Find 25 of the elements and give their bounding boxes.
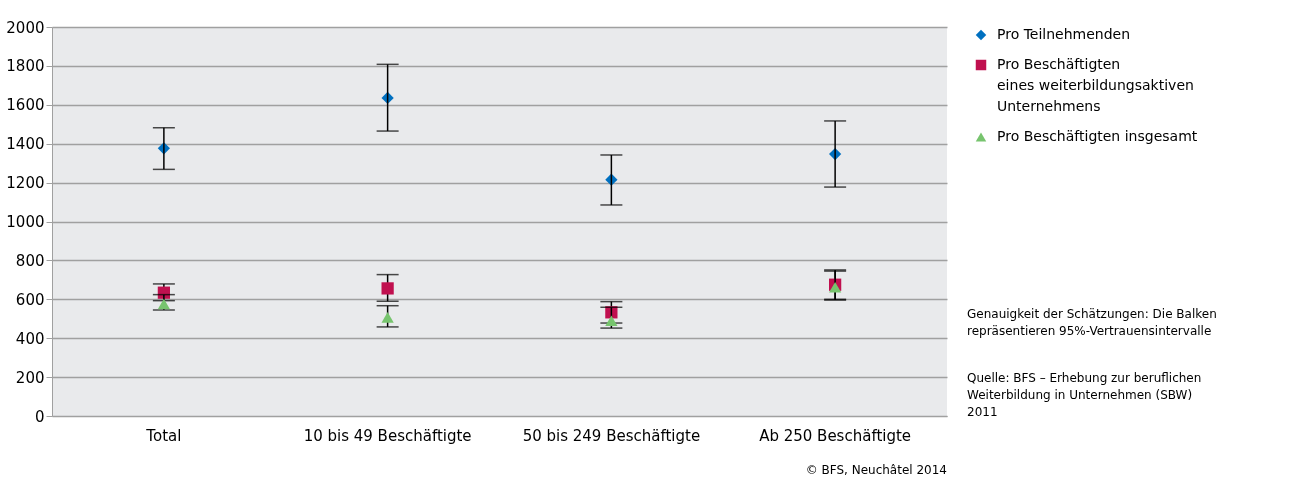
y-tick-label: 1000 bbox=[6, 213, 45, 231]
legend-label: Pro Beschäftigten eines weiterbildungsaktiven Unternehmens bbox=[997, 56, 1194, 114]
x-tick-label: 10 bis 49 Beschäftigte bbox=[303, 426, 472, 445]
y-tick-label: 0 bbox=[34, 407, 45, 426]
point bbox=[157, 298, 170, 310]
text: Genauigkeit der Schätzungen: Die Balken repräsentieren 95%-Vertrauensintervalle bbox=[967, 307, 1217, 338]
point bbox=[605, 315, 618, 326]
y-tick-label: 1400 bbox=[6, 135, 45, 154]
text: © BFS, Neuchâtel 2014 bbox=[805, 463, 947, 477]
y-tick-label: 800 bbox=[15, 251, 45, 270]
legend-label: Pro Teilnehmenden bbox=[997, 26, 1131, 42]
y-tick-label: 2000 bbox=[6, 18, 45, 37]
y-tick-label: 1600 bbox=[6, 96, 45, 115]
source-note: Quelle: BFS – Erhebung zur beruflichen Weiterbildung in Unternehmen (SBW) 2011 bbox=[967, 371, 1202, 419]
point bbox=[381, 312, 394, 323]
y-tick-label: 1800 bbox=[6, 57, 45, 76]
x-tick-label: Total bbox=[145, 426, 182, 445]
x-tick-label: 50 bis 249 Beschäftigte bbox=[522, 426, 701, 445]
x-tick-label: Ab 250 Beschäftigte bbox=[759, 426, 912, 445]
y-tick-label: 400 bbox=[15, 329, 45, 348]
y-tick-label: 600 bbox=[15, 290, 45, 309]
y-tick-label: 200 bbox=[15, 368, 45, 387]
legend-label: Pro Beschäftigten insgesamt bbox=[997, 128, 1198, 144]
y-tick-label: 1200 bbox=[6, 174, 45, 193]
point bbox=[381, 282, 394, 295]
